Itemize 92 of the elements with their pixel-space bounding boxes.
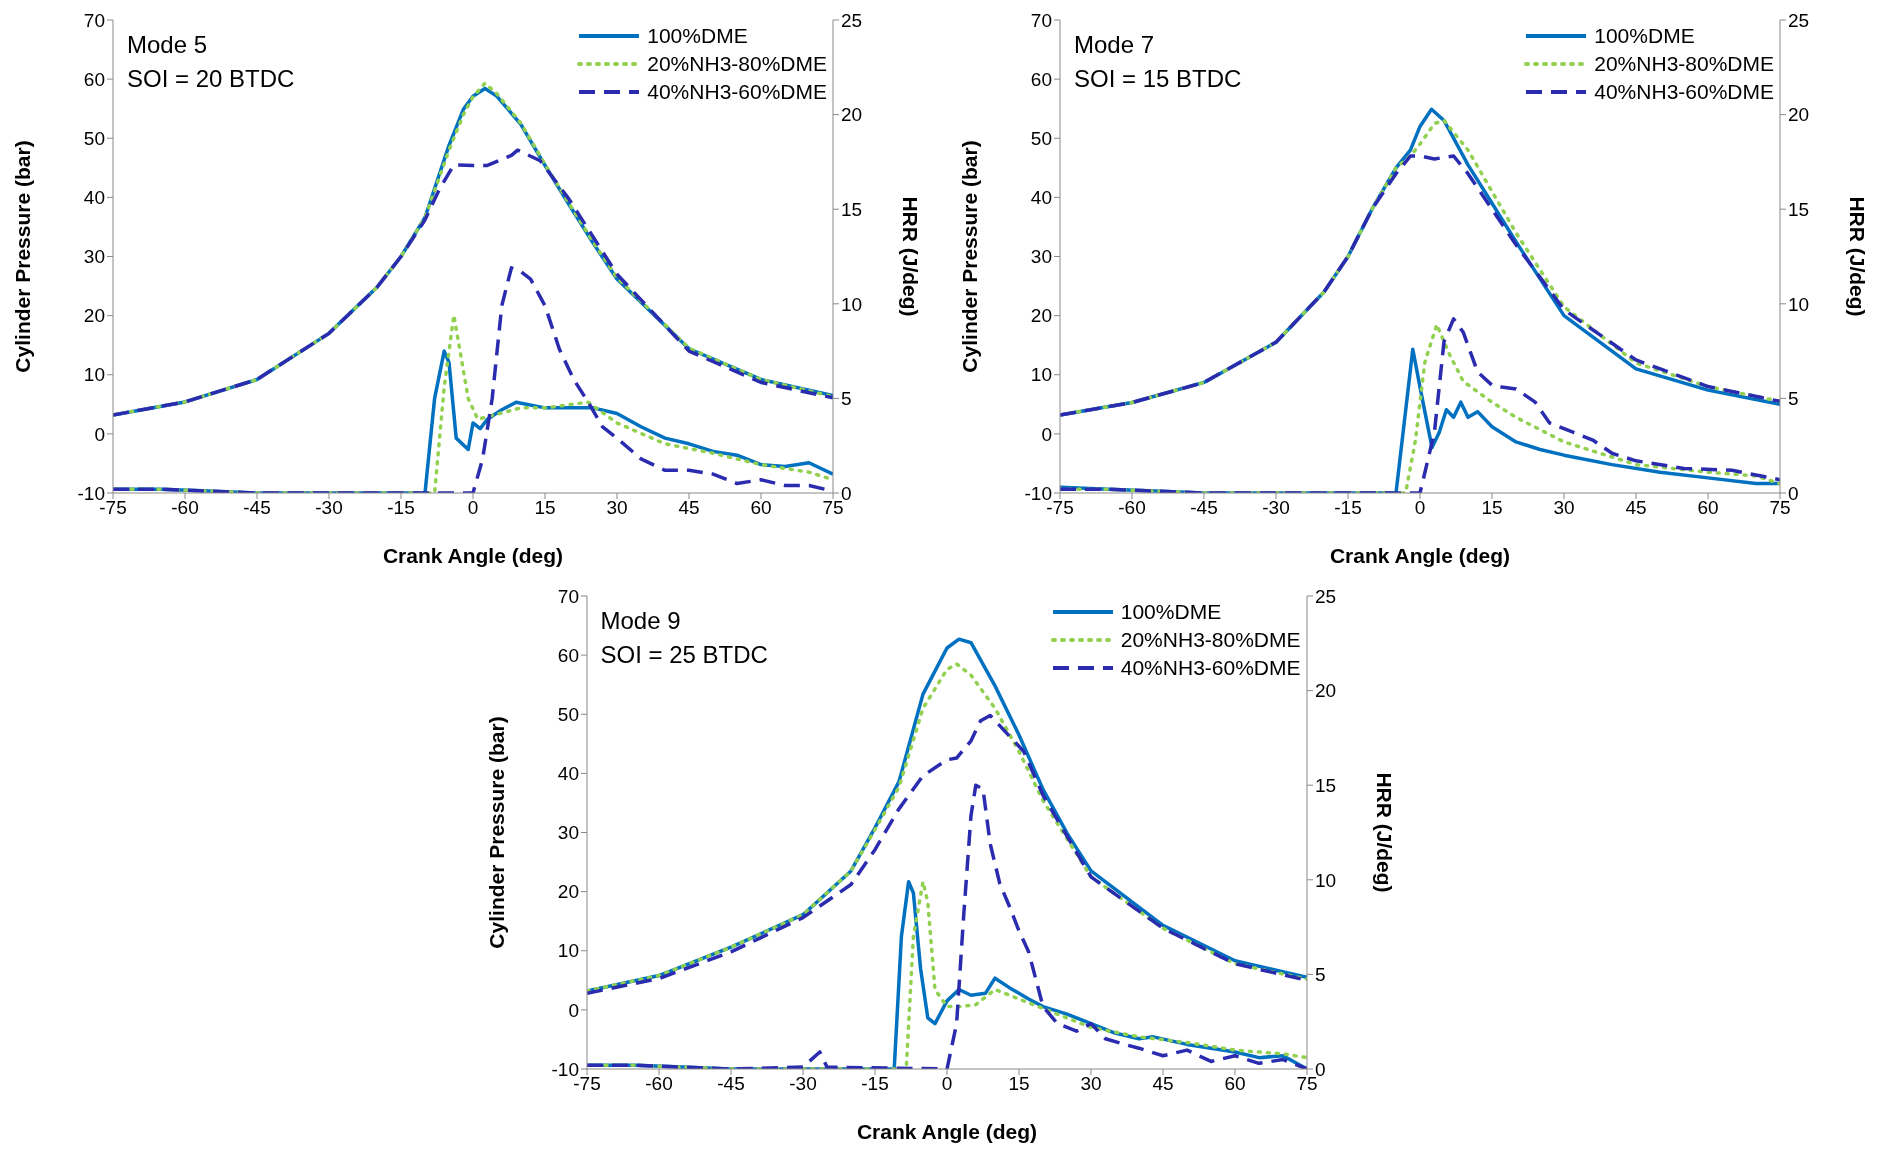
x-tick-label: 45 bbox=[1625, 497, 1647, 519]
y-tick-label: 0 bbox=[1041, 423, 1052, 445]
annotation: SOI = 15 BTDC bbox=[1074, 64, 1242, 94]
y-tick-label: 20 bbox=[1030, 305, 1052, 327]
annotation: Mode 7 bbox=[1074, 30, 1156, 60]
y-tick-label: 40 bbox=[557, 763, 579, 785]
y-tick-label: 30 bbox=[557, 822, 579, 844]
y-tick-label: 70 bbox=[557, 585, 579, 607]
y-tick-label: 70 bbox=[1030, 9, 1052, 31]
y2-tick-label: 25 bbox=[841, 9, 863, 31]
y-tick-label: 10 bbox=[1030, 364, 1052, 386]
y-tick-label: 60 bbox=[557, 644, 579, 666]
y-tick-label: 60 bbox=[83, 68, 105, 90]
y2-axis-title: HRR (J/deg) bbox=[1845, 196, 1869, 317]
y-tick-label: 20 bbox=[83, 305, 105, 327]
x-tick-label: -30 bbox=[315, 497, 343, 519]
x-tick-label: 0 bbox=[1414, 497, 1426, 519]
y2-tick-label: 15 bbox=[1788, 198, 1810, 220]
x-tick-label: 15 bbox=[534, 497, 556, 519]
legend-label: 40%NH3-60%DME bbox=[647, 80, 827, 104]
annotation: Mode 9 bbox=[600, 606, 682, 636]
y-tick-label: 30 bbox=[83, 246, 105, 268]
annotation: SOI = 25 BTDC bbox=[600, 640, 768, 670]
x-tick-label: -60 bbox=[1118, 497, 1146, 519]
x-axis-title: Crank Angle (deg) bbox=[1329, 544, 1511, 567]
y2-tick-label: 25 bbox=[1314, 585, 1336, 607]
x-tick-label: 60 bbox=[1697, 497, 1719, 519]
y-tick-label: 20 bbox=[557, 881, 579, 903]
y-axis-title: Cylinder Pressure (bar) bbox=[958, 140, 982, 373]
x-tick-label: 30 bbox=[1553, 497, 1575, 519]
y-tick-label: 60 bbox=[1030, 68, 1052, 90]
y2-tick-label: 20 bbox=[1788, 104, 1810, 126]
y-tick-label: 0 bbox=[94, 423, 105, 445]
legend-label: 40%NH3-60%DME bbox=[1120, 656, 1301, 680]
annotation: SOI = 20 BTDC bbox=[127, 64, 295, 94]
y-tick-label: 70 bbox=[83, 9, 105, 31]
x-tick-label: 0 bbox=[941, 1073, 952, 1095]
x-tick-label: 15 bbox=[1007, 1073, 1030, 1095]
y-tick-label: 10 bbox=[83, 364, 105, 386]
x-tick-label: 30 bbox=[606, 497, 628, 519]
y-tick-label: 50 bbox=[557, 703, 579, 725]
y2-tick-label: 10 bbox=[1314, 869, 1336, 891]
y2-tick-label: 0 bbox=[841, 482, 852, 504]
legend-label: 20%NH3-80%DME bbox=[1120, 628, 1301, 652]
y-tick-label: 0 bbox=[567, 999, 579, 1021]
y-axis-title: Cylinder Pressure (bar) bbox=[11, 140, 35, 373]
x-tick-label: -45 bbox=[716, 1073, 745, 1095]
x-tick-label: 15 bbox=[1481, 497, 1503, 519]
x-tick-label: 45 bbox=[678, 497, 700, 519]
x-tick-label: -15 bbox=[860, 1073, 889, 1095]
x-axis-title: Crank Angle (deg) bbox=[382, 544, 564, 567]
legend-label: 20%NH3-80%DME bbox=[647, 52, 827, 76]
x-tick-label: 60 bbox=[1223, 1073, 1246, 1095]
x-tick-label: 60 bbox=[750, 497, 772, 519]
x-tick-label: -30 bbox=[788, 1073, 817, 1095]
x-tick-label: 0 bbox=[467, 497, 479, 519]
y2-axis-title: HRR (J/deg) bbox=[1372, 772, 1396, 893]
y2-tick-label: 25 bbox=[1788, 9, 1810, 31]
x-tick-label: -15 bbox=[387, 497, 415, 519]
y2-tick-label: 0 bbox=[1788, 482, 1799, 504]
y-axis-title: Cylinder Pressure (bar) bbox=[484, 716, 508, 949]
y2-tick-label: 5 bbox=[1788, 388, 1799, 410]
x-tick-label: -45 bbox=[1190, 497, 1218, 519]
y-tick-label: 10 bbox=[557, 940, 579, 962]
x-tick-label: 30 bbox=[1079, 1073, 1102, 1095]
y-tick-label: 50 bbox=[83, 127, 105, 149]
y-tick-label: 40 bbox=[1030, 187, 1052, 209]
y2-tick-label: 5 bbox=[1314, 964, 1326, 986]
x-tick-label: -60 bbox=[171, 497, 199, 519]
y2-tick-label: 20 bbox=[1314, 680, 1336, 702]
y2-tick-label: 10 bbox=[1788, 293, 1810, 315]
legend-label: 100%DME bbox=[647, 24, 748, 48]
legend-label: 40%NH3-60%DME bbox=[1594, 80, 1774, 104]
y2-tick-label: 10 bbox=[841, 293, 863, 315]
y2-tick-label: 20 bbox=[841, 104, 863, 126]
x-tick-label: 45 bbox=[1151, 1073, 1174, 1095]
x-tick-label: -60 bbox=[644, 1073, 673, 1095]
legend-label: 20%NH3-80%DME bbox=[1594, 52, 1774, 76]
y-tick-label: 40 bbox=[83, 187, 105, 209]
x-tick-label: -15 bbox=[1334, 497, 1362, 519]
y-tick-label: 30 bbox=[1030, 246, 1052, 268]
y2-tick-label: 15 bbox=[1314, 774, 1336, 796]
x-tick-label: -45 bbox=[243, 497, 271, 519]
y-tick-label: 50 bbox=[1030, 127, 1052, 149]
legend-label: 100%DME bbox=[1120, 600, 1222, 624]
y2-axis-title: HRR (J/deg) bbox=[898, 196, 922, 317]
y2-tick-label: 15 bbox=[841, 198, 863, 220]
legend-label: 100%DME bbox=[1594, 24, 1695, 48]
x-axis-title: Crank Angle (deg) bbox=[856, 1120, 1037, 1143]
y2-tick-label: 5 bbox=[841, 388, 852, 410]
x-tick-label: -30 bbox=[1262, 497, 1290, 519]
annotation: Mode 5 bbox=[127, 30, 209, 60]
